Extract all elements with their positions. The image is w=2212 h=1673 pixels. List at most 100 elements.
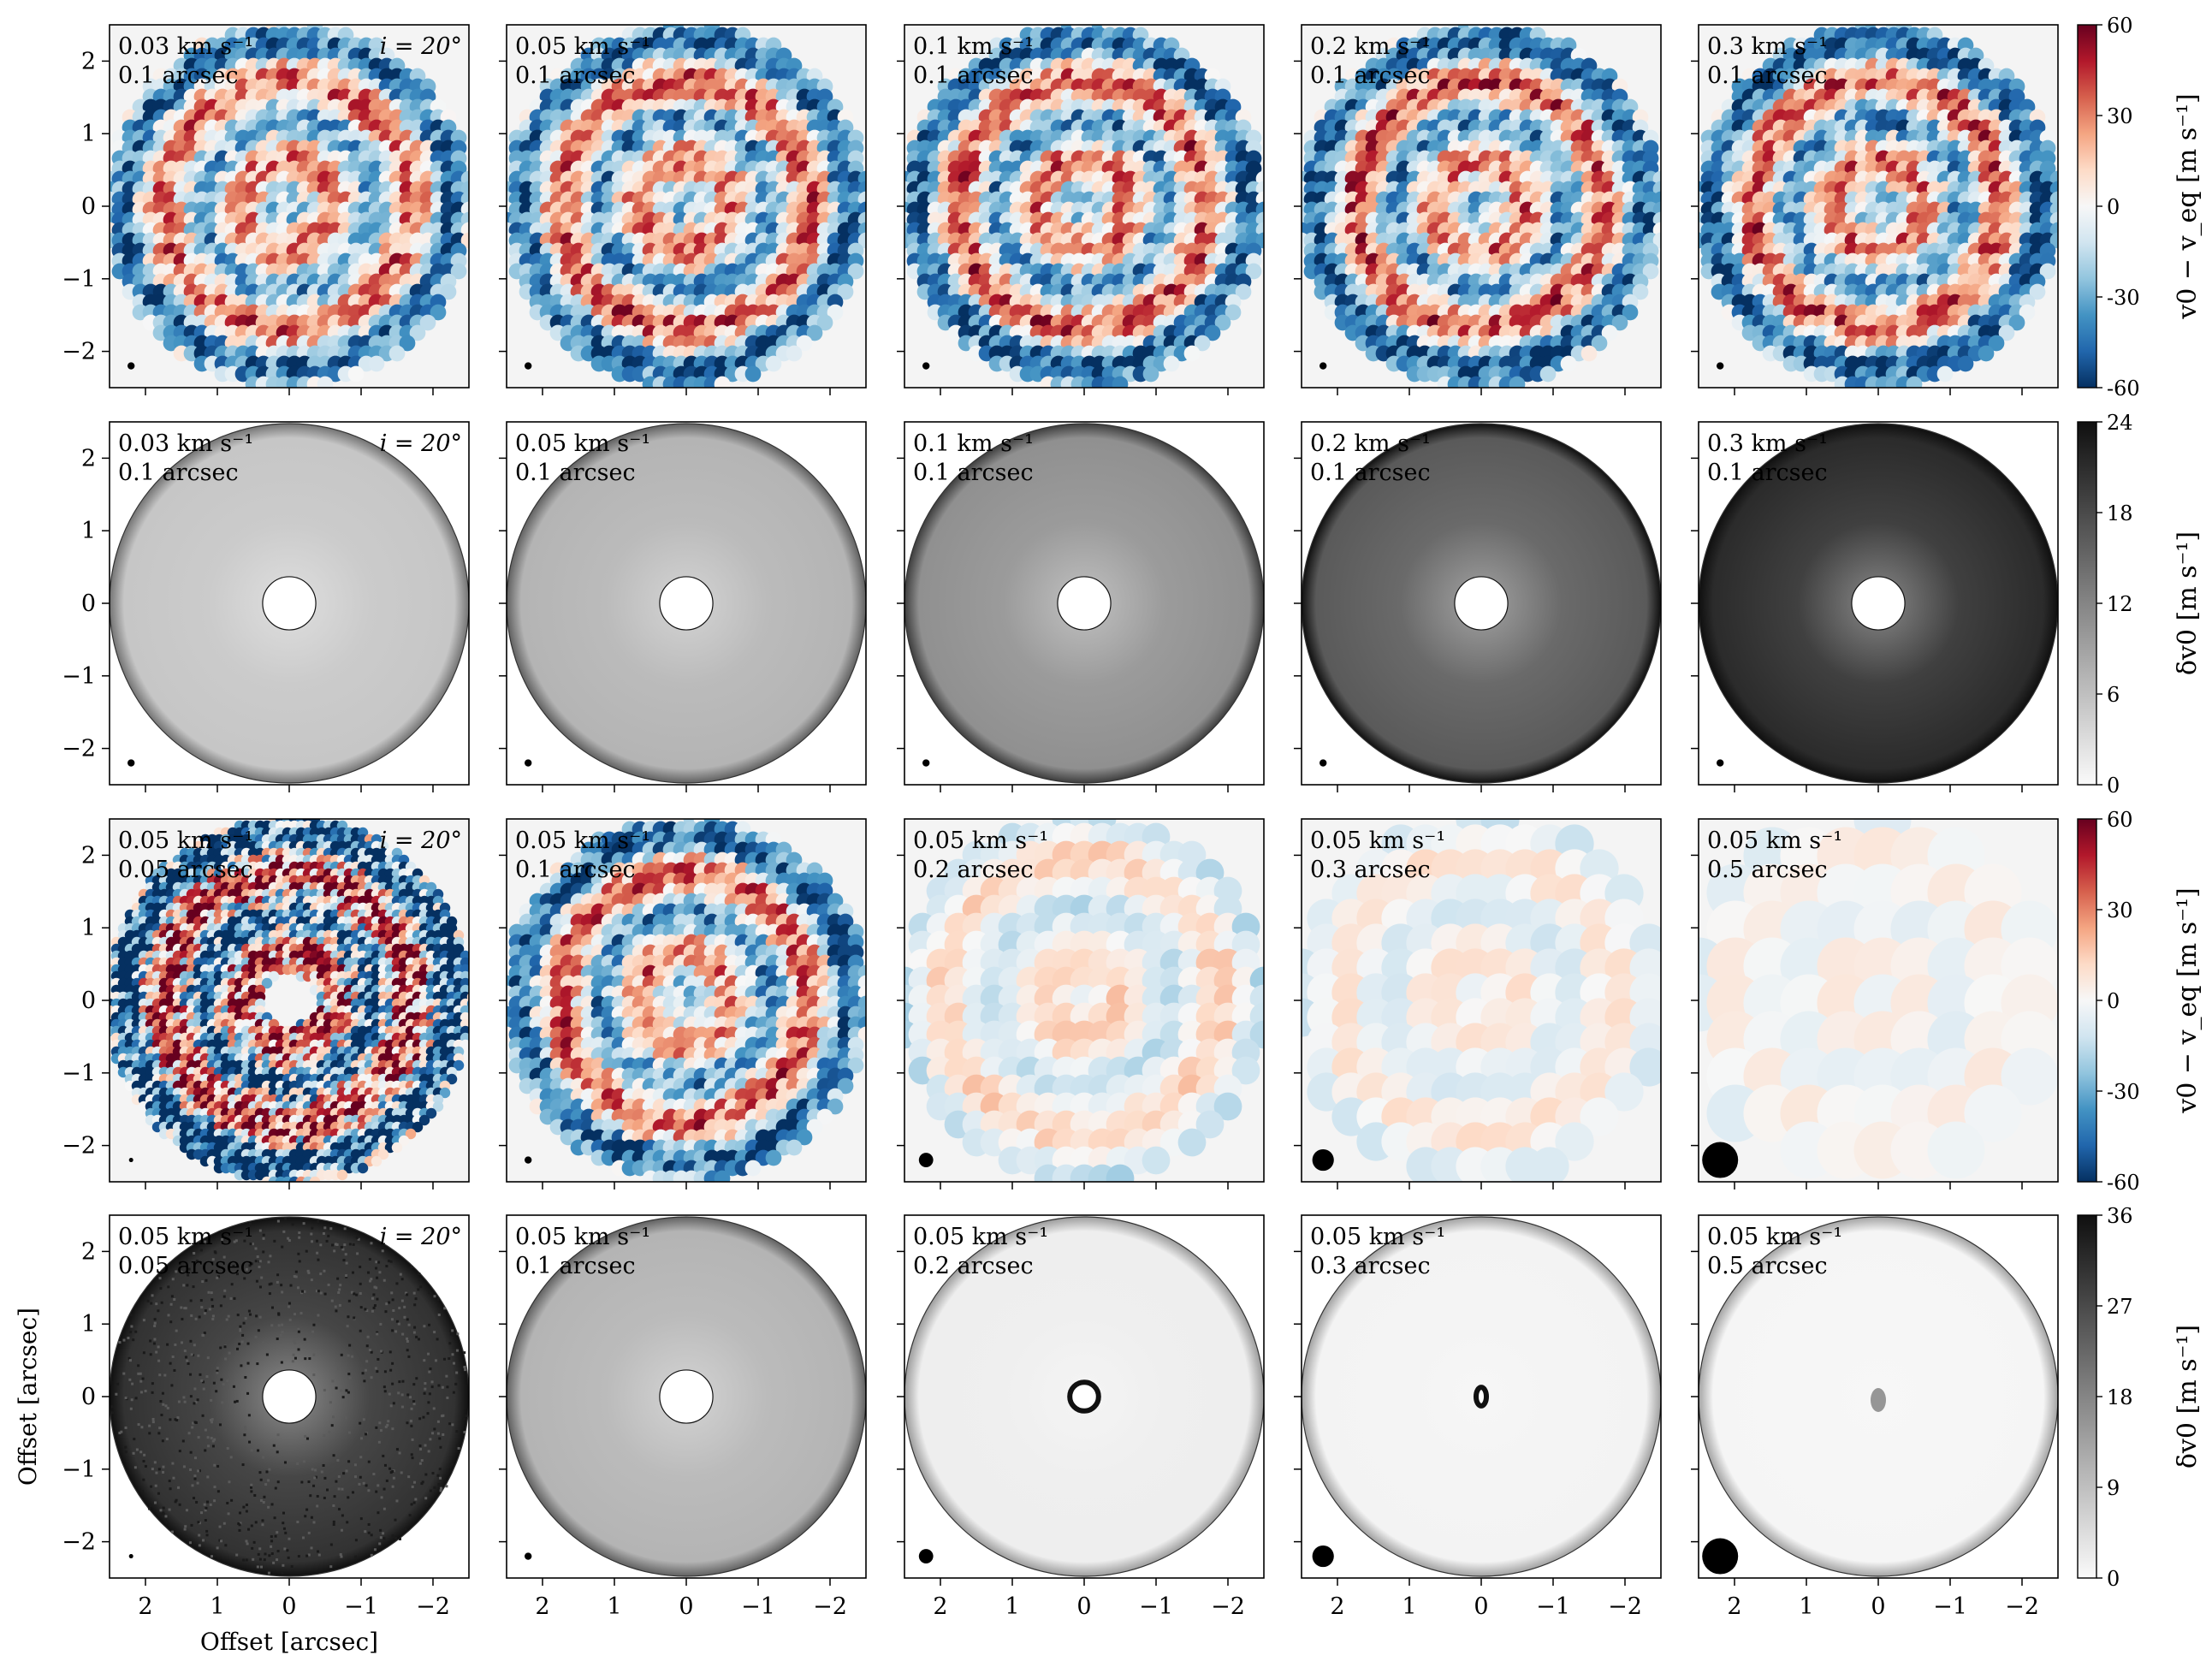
y-tick-label: 2: [81, 1238, 96, 1265]
beam-marker: [1319, 759, 1327, 767]
panel-r3-c4: 0.05 km s⁻¹ 0.3 arcsec: [1294, 818, 1662, 1189]
panel-r4-c2: 2 1 0 −1 −2 0.05 km s⁻¹ 0.1 arcsec: [499, 1214, 867, 1620]
beam-marker: [128, 362, 135, 370]
colorbar-tick-label: -30: [2107, 286, 2140, 310]
y-tick-label: −2: [62, 736, 96, 762]
panel-r3-c3: 0.05 km s⁻¹ 0.2 arcsec: [897, 818, 1265, 1189]
panel-r2-c5: 0.3 km s⁻¹ 0.1 arcsec: [1691, 421, 2059, 792]
colorbar-tick-label: 0: [2107, 989, 2120, 1013]
colorbar-tick-label: 18: [2107, 501, 2133, 525]
y-tick-label: −1: [62, 663, 96, 690]
y-tick-label: 0: [81, 590, 96, 617]
y-tick-label: 2: [81, 48, 96, 74]
colorbar-tick-label: 6: [2107, 683, 2120, 707]
channel-width-label: 0.05 km s⁻¹: [1707, 1224, 1842, 1250]
colorbar-row-1: 60 30 0 -30 -60 v0 − v_eq [m s⁻¹]: [2077, 14, 2203, 400]
map-image: [1302, 25, 1661, 388]
y-axis-label: Offset [arcsec]: [14, 1308, 42, 1486]
channel-width-label: 0.3 km s⁻¹: [1707, 430, 1828, 457]
colorbar-label: v0 − v_eq [m s⁻¹]: [2173, 93, 2203, 319]
x-tick-label: −1: [344, 1593, 378, 1620]
beam-size-label: 0.1 arcsec: [1310, 460, 1431, 486]
x-tick-label: 0: [1076, 1593, 1091, 1620]
colorbar-tick-label: 12: [2107, 592, 2133, 616]
channel-width-label: 0.05 km s⁻¹: [515, 33, 650, 60]
colorbar-tick-label: 18: [2107, 1385, 2133, 1409]
y-tick-label: −1: [62, 1456, 96, 1483]
panel-r1-c1: 2 1 0 −1 −2 0.03 km s⁻¹0.1 arcsec i = 20°: [62, 24, 470, 395]
x-tick-label: −1: [1139, 1593, 1173, 1620]
x-tick-label: −1: [1933, 1593, 1967, 1620]
x-tick-label: −2: [1211, 1593, 1245, 1620]
colorbar-tick-label: -30: [2107, 1080, 2140, 1104]
beam-marker: [1319, 362, 1327, 370]
x-tick-label: −1: [741, 1593, 775, 1620]
panel-r4-c4: 2 1 0 −1 −2 0.05 km s⁻¹ 0.3 arcsec: [1294, 1214, 1662, 1620]
beam-marker: [525, 1552, 532, 1560]
x-tick-label: 1: [210, 1593, 224, 1620]
colorbar-label: δv0 [m s⁻¹]: [2173, 1325, 2203, 1468]
y-tick-label: −1: [62, 266, 96, 293]
colorbar-tick-label: 60: [2107, 14, 2133, 38]
channel-width-label: 0.2 km s⁻¹: [1310, 33, 1431, 60]
colorbar-label: δv0 [m s⁻¹]: [2173, 531, 2203, 675]
colorbar-tick-label: 36: [2107, 1204, 2133, 1228]
x-tick-label: 1: [1402, 1593, 1416, 1620]
beam-size-label: 0.1 arcsec: [515, 1253, 636, 1279]
x-tick-label: 0: [679, 1593, 693, 1620]
channel-width-label: 0.05 km s⁻¹: [1310, 1224, 1445, 1250]
beam-size-label: 0.1 arcsec: [1707, 460, 1828, 486]
beam-marker: [525, 759, 532, 767]
beam-marker: [1312, 1545, 1334, 1568]
colorbar-row-4: 36 27 18 9 0 δv0 [m s⁻¹]: [2077, 1204, 2203, 1591]
y-tick-label: 0: [81, 988, 96, 1014]
inclination-label: i = 20°: [380, 1224, 462, 1250]
y-tick-label: 1: [81, 915, 96, 941]
x-tick-label: 0: [1474, 1593, 1488, 1620]
beam-size-label: 0.1 arcsec: [515, 62, 636, 89]
x-tick-label: 2: [138, 1593, 152, 1620]
beam-size-label: 0.5 arcsec: [1707, 1253, 1828, 1279]
map-image: [507, 1216, 866, 1577]
channel-width-label: 0.05 km s⁻¹: [118, 1224, 253, 1250]
beam-marker: [918, 1153, 934, 1167]
y-tick-label: 1: [81, 1311, 96, 1338]
x-tick-label: 2: [1727, 1593, 1741, 1620]
panel-r3-c5: 0.05 km s⁻¹ 0.5 arcsec: [1691, 818, 2059, 1189]
y-tick-label: −2: [62, 1529, 96, 1556]
panel-r1-c3: 0.1 km s⁻¹0.1 arcsec: [897, 24, 1265, 395]
channel-width-label: 0.05 km s⁻¹: [118, 828, 253, 854]
y-tick-label: 2: [81, 842, 96, 869]
y-tick-label: 0: [81, 1384, 96, 1410]
inclination-label: i = 20°: [380, 430, 462, 457]
channel-width-label: 0.03 km s⁻¹: [118, 33, 253, 60]
beam-size-label: 0.1 arcsec: [1310, 62, 1431, 89]
colorbar-tick-label: 9: [2107, 1476, 2120, 1500]
y-tick-label: −1: [62, 1060, 96, 1087]
channel-width-label: 0.2 km s⁻¹: [1310, 430, 1431, 457]
channel-width-label: 0.1 km s⁻¹: [913, 33, 1034, 60]
channel-width-label: 0.03 km s⁻¹: [118, 430, 253, 457]
map-image: [1302, 423, 1661, 784]
beam-size-label: 0.05 arcsec: [118, 857, 253, 883]
beam-marker: [128, 1554, 133, 1559]
channel-width-label: 0.05 km s⁻¹: [515, 1224, 650, 1250]
beam-size-label: 0.1 arcsec: [118, 460, 239, 486]
colorbar-tick-label: -60: [2107, 377, 2140, 400]
colorbar-row-2: 24 18 12 6 0 δv0 [m s⁻¹]: [2077, 411, 2203, 798]
beam-size-label: 0.1 arcsec: [118, 62, 239, 89]
colorbar-tick-label: -60: [2107, 1171, 2140, 1195]
map-image: [1699, 819, 2058, 1179]
beam-size-label: 0.1 arcsec: [515, 460, 636, 486]
map-image: [1699, 423, 2058, 784]
panel-r4-c5: 2 1 0 −1 −2 0.05 km s⁻¹ 0.5 arcsec: [1691, 1214, 2059, 1620]
colorbar-tick-label: 0: [2107, 195, 2120, 219]
beam-marker: [1717, 759, 1724, 767]
x-tick-label: 2: [535, 1593, 549, 1620]
beam-marker: [922, 759, 930, 767]
colorbar-tick-label: 0: [2107, 1567, 2120, 1591]
inclination-label: i = 20°: [380, 33, 462, 60]
map-image: [110, 25, 469, 388]
beam-size-label: 0.1 arcsec: [1707, 62, 1828, 89]
